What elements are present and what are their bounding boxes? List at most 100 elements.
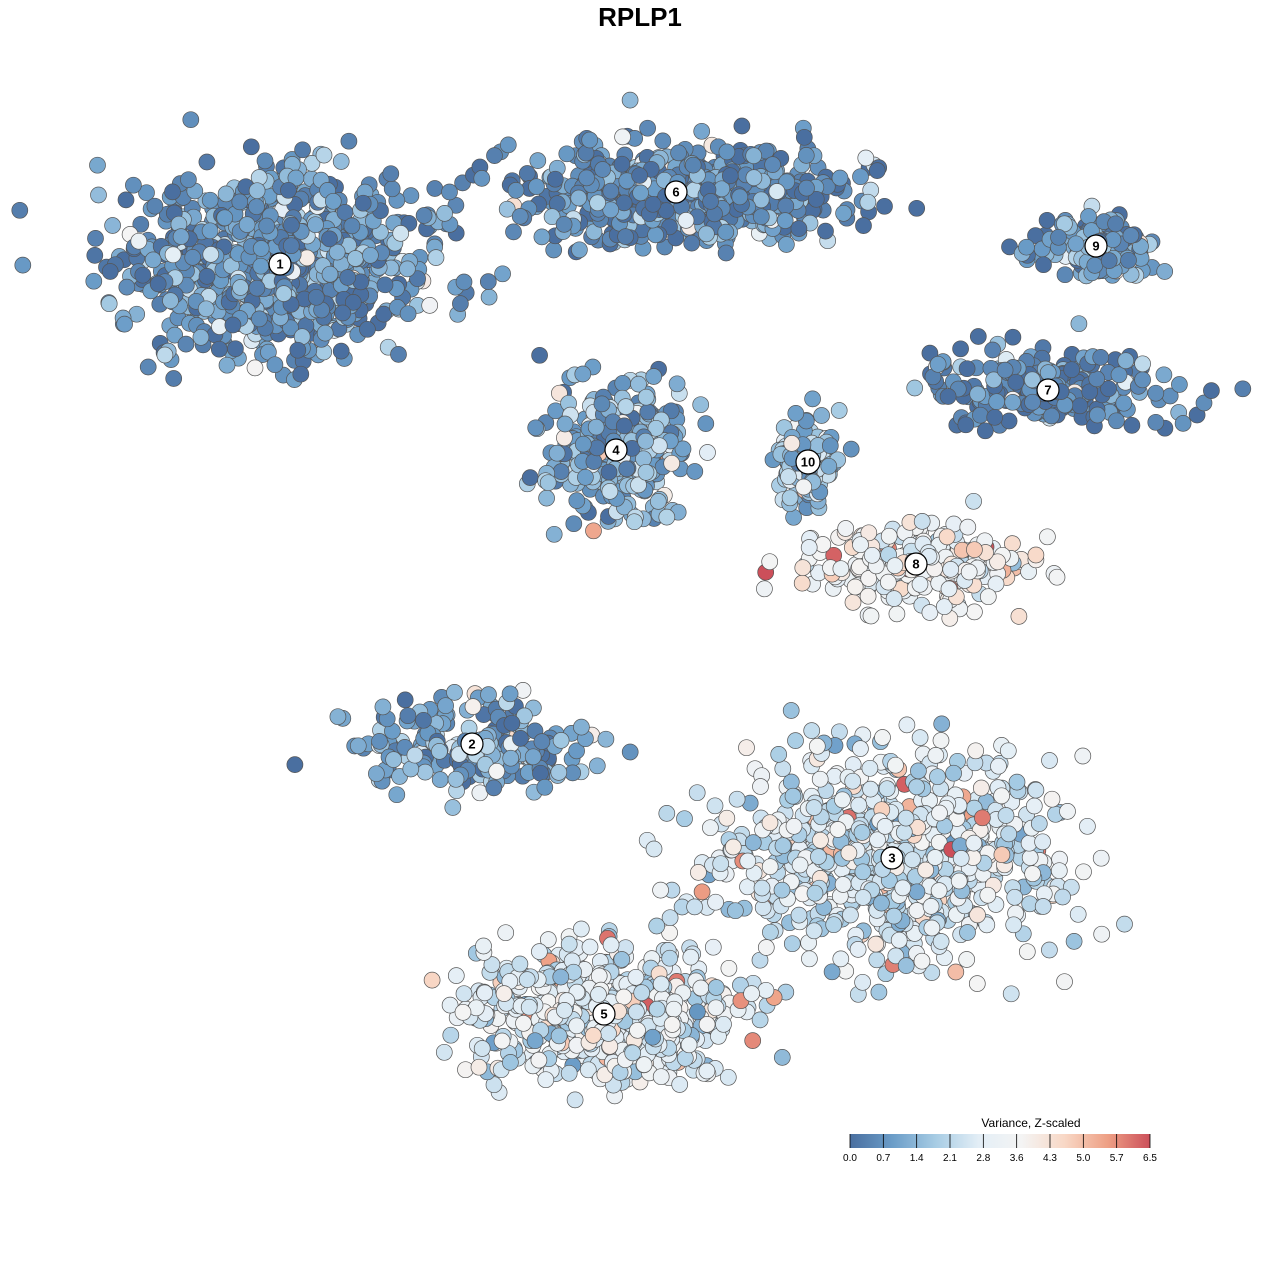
data-point bbox=[530, 1051, 548, 1069]
data-point bbox=[688, 784, 706, 802]
data-point bbox=[693, 122, 711, 140]
data-point bbox=[1021, 849, 1039, 866]
data-point bbox=[617, 228, 634, 245]
data-point bbox=[652, 881, 669, 899]
data-point bbox=[785, 817, 803, 835]
data-point bbox=[744, 1032, 762, 1049]
data-point bbox=[637, 432, 654, 450]
data-point bbox=[761, 814, 779, 832]
data-point bbox=[531, 943, 548, 960]
data-point bbox=[857, 149, 875, 167]
data-point bbox=[14, 256, 32, 274]
data-point bbox=[282, 319, 299, 337]
data-point bbox=[972, 406, 989, 424]
cluster-label-text: 1 bbox=[276, 257, 283, 272]
data-point bbox=[374, 698, 392, 716]
data-point bbox=[1018, 943, 1036, 961]
data-point bbox=[385, 751, 402, 768]
data-point bbox=[706, 797, 724, 815]
data-point bbox=[952, 850, 970, 867]
data-point bbox=[388, 786, 406, 804]
data-point bbox=[798, 179, 815, 197]
data-point bbox=[795, 478, 813, 496]
data-point bbox=[502, 749, 520, 767]
data-point bbox=[334, 304, 352, 322]
data-point bbox=[752, 208, 770, 226]
data-point bbox=[1008, 773, 1026, 791]
cluster-label-text: 7 bbox=[1044, 383, 1051, 398]
data-point bbox=[421, 297, 439, 314]
data-point bbox=[850, 796, 868, 814]
data-point bbox=[862, 607, 880, 625]
data-point bbox=[825, 916, 843, 934]
data-point bbox=[518, 165, 536, 182]
data-point bbox=[197, 300, 215, 318]
data-point bbox=[773, 1049, 791, 1066]
data-point bbox=[1108, 412, 1125, 430]
data-point bbox=[677, 212, 695, 229]
data-point bbox=[1043, 790, 1061, 808]
data-point bbox=[528, 178, 545, 196]
data-point bbox=[339, 269, 357, 286]
data-point bbox=[633, 984, 651, 1002]
data-point bbox=[166, 326, 184, 344]
data-point bbox=[494, 265, 511, 283]
data-point bbox=[1010, 608, 1028, 625]
data-point bbox=[242, 138, 260, 156]
data-point bbox=[751, 1011, 769, 1029]
data-point bbox=[565, 515, 583, 533]
data-point bbox=[906, 379, 924, 397]
data-point bbox=[572, 920, 590, 938]
data-point bbox=[1054, 888, 1071, 906]
data-point bbox=[913, 513, 931, 530]
data-point bbox=[256, 152, 274, 170]
data-point bbox=[665, 1000, 683, 1018]
data-point bbox=[988, 393, 1006, 411]
data-point bbox=[349, 737, 367, 755]
data-point bbox=[926, 849, 944, 866]
data-point bbox=[795, 128, 813, 146]
data-point bbox=[287, 169, 305, 187]
data-point bbox=[731, 188, 749, 206]
data-point bbox=[830, 402, 848, 419]
data-point bbox=[698, 1062, 716, 1080]
data-point bbox=[783, 435, 801, 452]
data-point bbox=[888, 605, 906, 623]
data-point bbox=[476, 984, 494, 1002]
data-point bbox=[911, 729, 929, 746]
data-point bbox=[202, 246, 220, 263]
data-point bbox=[617, 398, 635, 415]
data-point bbox=[1063, 361, 1081, 379]
data-point bbox=[556, 415, 574, 433]
data-point bbox=[652, 1068, 670, 1086]
data-point bbox=[829, 821, 847, 838]
data-point bbox=[757, 939, 775, 956]
cluster-label-text: 9 bbox=[1092, 239, 1099, 254]
data-point bbox=[774, 760, 792, 778]
data-point bbox=[172, 228, 190, 245]
data-point bbox=[908, 902, 926, 919]
data-point bbox=[1039, 528, 1056, 546]
data-point bbox=[832, 950, 850, 968]
data-point bbox=[854, 863, 872, 881]
data-point bbox=[793, 574, 811, 592]
data-point bbox=[782, 702, 800, 719]
color-legend: Variance, Z-scaled 0.0 0.7 1.4 2.1 2.8 3.6 4.3… bbox=[843, 1116, 1157, 1164]
data-point bbox=[266, 356, 284, 374]
data-point bbox=[879, 573, 897, 591]
data-point bbox=[718, 143, 736, 161]
data-point bbox=[1071, 397, 1089, 415]
data-point bbox=[831, 169, 849, 187]
data-point bbox=[497, 924, 515, 942]
data-point bbox=[676, 810, 693, 828]
data-point bbox=[1041, 752, 1058, 769]
data-point bbox=[1155, 366, 1173, 384]
data-point bbox=[658, 805, 676, 822]
data-point bbox=[834, 791, 851, 809]
data-point bbox=[11, 201, 29, 219]
data-point bbox=[800, 539, 818, 556]
legend-color-bar bbox=[850, 1134, 1150, 1148]
data-point bbox=[275, 285, 293, 302]
data-point bbox=[930, 882, 948, 899]
data-point bbox=[768, 183, 786, 200]
